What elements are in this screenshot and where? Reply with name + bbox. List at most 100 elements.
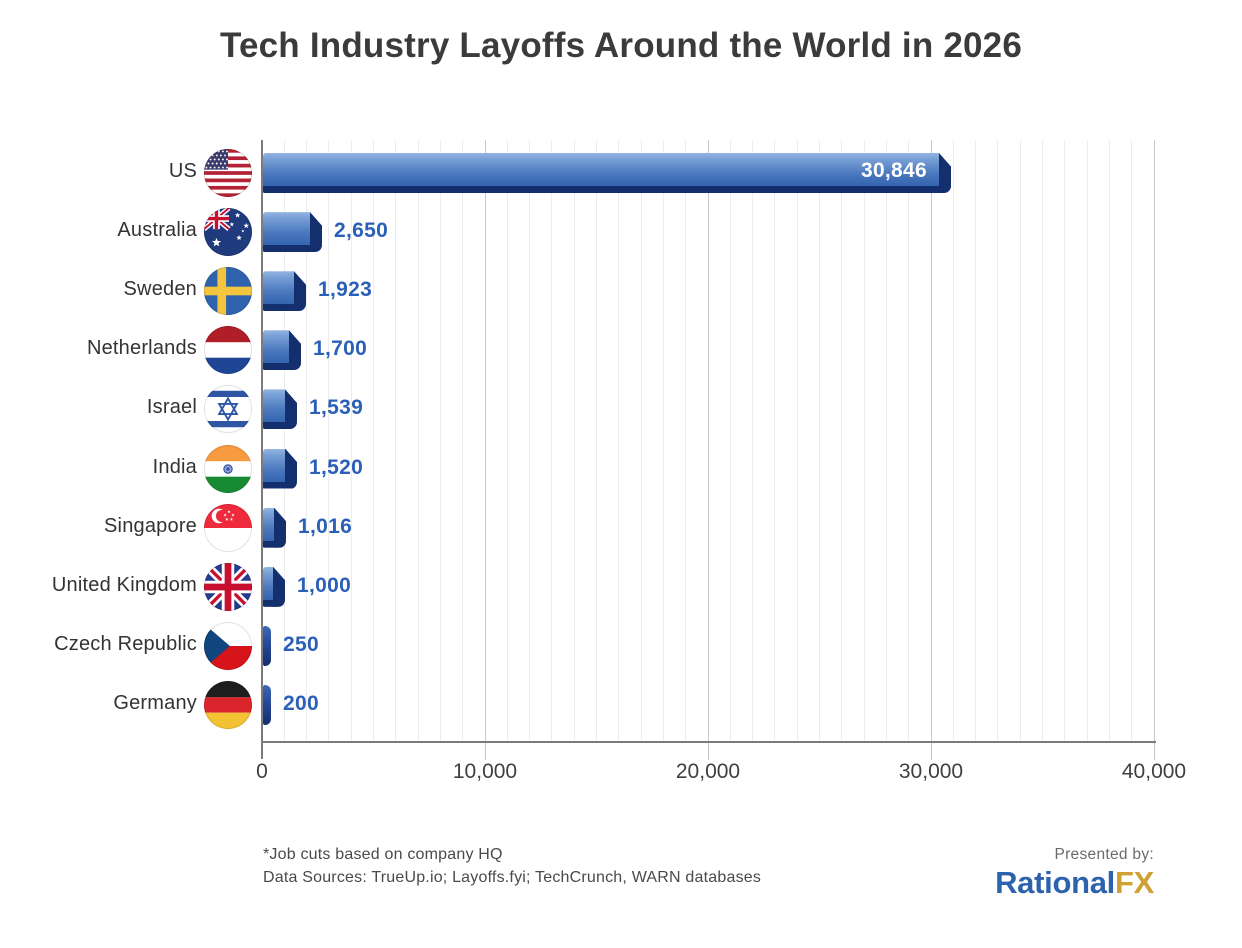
value-label-united-kingdom: 1,000 xyxy=(297,573,352,597)
minor-gridline xyxy=(1042,140,1043,741)
value-label-sweden: 1,923 xyxy=(318,278,373,302)
germany-flag-icon xyxy=(204,680,252,729)
minor-gridline xyxy=(1064,140,1066,741)
minor-gridline xyxy=(662,140,664,741)
country-label-singapore: Singapore xyxy=(104,514,197,537)
bar-sweden xyxy=(263,271,306,311)
footnote-sources: Data Sources: TrueUp.io; Layoffs.fyi; Te… xyxy=(263,869,762,886)
value-label-israel: 1,539 xyxy=(309,396,364,420)
bar-australia xyxy=(263,212,322,252)
footnote-hq: *Job cuts based on company HQ xyxy=(263,846,503,863)
country-label-czech-republic: Czech Republic xyxy=(54,632,197,655)
minor-gridline xyxy=(729,140,731,741)
czech-republic-flag-icon xyxy=(204,621,252,670)
sweden-flag-icon xyxy=(204,267,252,316)
minor-gridline xyxy=(863,140,865,741)
minor-gridline xyxy=(306,140,308,741)
israel-flag-icon xyxy=(204,385,252,434)
minor-gridline xyxy=(1086,140,1088,741)
country-label-israel: Israel xyxy=(146,396,197,419)
x-axis-tick-label: 20,000 xyxy=(675,760,741,783)
major-gridline xyxy=(1153,140,1155,741)
minor-gridline xyxy=(841,140,843,741)
country-label-australia: Australia xyxy=(117,219,197,242)
minor-gridline xyxy=(439,140,441,741)
minor-gridline xyxy=(685,140,687,741)
minor-gridline xyxy=(417,140,419,741)
bar-india xyxy=(263,449,297,489)
country-label-us: US xyxy=(168,160,197,182)
value-label-australia: 2,650 xyxy=(334,219,389,243)
country-label-united-kingdom: United Kingdom xyxy=(51,573,197,596)
minor-gridline xyxy=(640,140,642,741)
value-label-india: 1,520 xyxy=(309,455,364,479)
minor-gridline xyxy=(462,140,464,741)
value-label-us: 30,846 xyxy=(860,159,927,182)
bar-united-kingdom xyxy=(263,567,285,607)
value-label-germany: 200 xyxy=(283,691,319,715)
minor-gridline xyxy=(997,140,999,741)
x-axis-tick xyxy=(484,743,486,760)
minor-gridline xyxy=(373,140,374,741)
bar-israel xyxy=(263,389,297,429)
minor-gridline xyxy=(350,140,352,741)
major-gridline xyxy=(930,140,932,741)
y-axis-line xyxy=(261,140,263,759)
x-axis-tick xyxy=(1153,743,1155,760)
x-axis-tick xyxy=(930,743,932,760)
country-label-netherlands: Netherlands xyxy=(86,337,197,360)
minor-gridline xyxy=(975,140,977,741)
value-label-netherlands: 1,700 xyxy=(313,337,368,361)
minor-gridline xyxy=(395,140,397,741)
country-label-india: India xyxy=(152,455,197,478)
minor-gridline xyxy=(952,140,954,741)
bar-czech-republic xyxy=(263,625,271,666)
minor-gridline xyxy=(283,140,285,741)
minor-gridline xyxy=(819,140,820,741)
x-axis-tick xyxy=(707,743,709,760)
minor-gridline xyxy=(618,140,620,741)
rationalfx-logo: RationalFX xyxy=(995,865,1154,901)
us-flag-icon xyxy=(204,149,252,197)
value-label-czech-republic: 250 xyxy=(283,632,319,656)
minor-gridline xyxy=(908,140,910,741)
minor-gridline xyxy=(551,140,553,741)
minor-gridline xyxy=(1108,140,1110,741)
singapore-flag-icon xyxy=(204,503,252,552)
major-gridline xyxy=(707,140,709,741)
netherlands-flag-icon xyxy=(204,326,252,375)
bar-germany xyxy=(263,684,271,725)
x-axis-tick-label: 30,000 xyxy=(898,760,964,783)
brand-rational-text: Rational xyxy=(995,865,1115,900)
minor-gridline xyxy=(1131,140,1133,741)
minor-gridline xyxy=(752,140,754,741)
brand-fx-text: FX xyxy=(1114,865,1154,900)
minor-gridline xyxy=(596,140,597,741)
australia-flag-icon xyxy=(204,208,252,257)
minor-gridline xyxy=(328,140,330,741)
country-label-sweden: Sweden xyxy=(123,278,197,301)
country-label-germany: Germany xyxy=(113,691,197,714)
bar-netherlands xyxy=(263,330,301,370)
minor-gridline xyxy=(885,140,887,741)
x-axis-tick-label: 10,000 xyxy=(452,760,518,783)
bar-singapore xyxy=(263,508,286,548)
x-axis-line xyxy=(261,741,1156,743)
x-axis-tick-label: 40,000 xyxy=(1121,760,1187,783)
minor-gridline xyxy=(796,140,798,741)
minor-gridline xyxy=(774,140,776,741)
minor-gridline xyxy=(529,140,531,741)
minor-gridline xyxy=(1019,140,1021,741)
minor-gridline xyxy=(573,140,575,741)
presented-by-label: Presented by: xyxy=(1054,846,1154,863)
major-gridline xyxy=(484,140,486,741)
united-kingdom-flag-icon xyxy=(204,562,252,611)
india-flag-icon xyxy=(204,444,252,493)
x-axis-tick-label: 0 xyxy=(256,760,268,783)
value-label-singapore: 1,016 xyxy=(298,514,353,538)
bar-us xyxy=(263,153,951,193)
chart-title: Tech Industry Layoffs Around the World i… xyxy=(220,26,1022,65)
minor-gridline xyxy=(506,140,508,741)
